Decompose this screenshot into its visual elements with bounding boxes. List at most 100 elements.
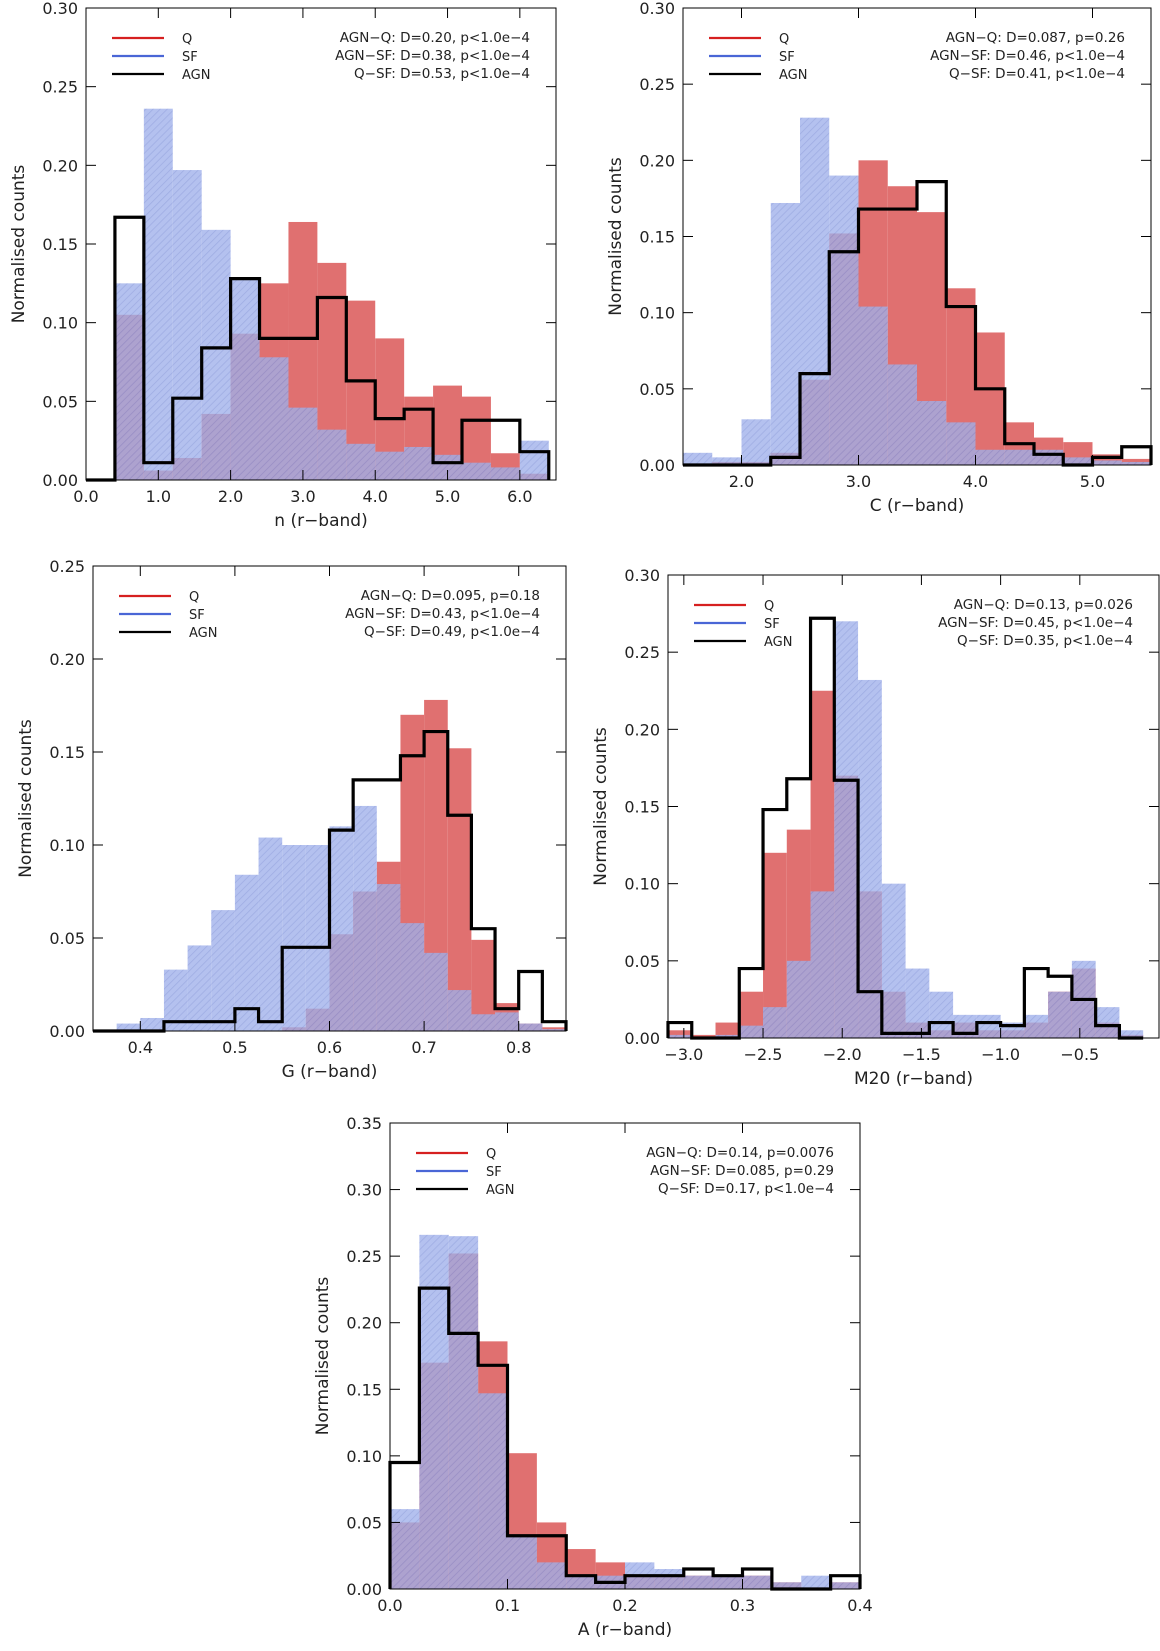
bar-sf-12 (1004, 449, 1034, 465)
bar-sf-6 (786, 960, 811, 1038)
bar-sf-10 (654, 1569, 684, 1589)
y-tick-label: 0.10 (639, 304, 675, 323)
y-tick-label: 0.30 (639, 0, 675, 18)
y-tick-label: 0.05 (49, 929, 85, 948)
bar-sf-2 (114, 283, 144, 480)
bar-sf-11 (683, 1575, 714, 1589)
y-tick-label: 0.00 (639, 456, 675, 475)
y-tick-label: 0.20 (346, 1314, 382, 1333)
x-tick-label: −1.5 (902, 1045, 941, 1064)
x-tick-label: −3.0 (664, 1045, 703, 1064)
x-tick-label: 0.8 (506, 1038, 531, 1057)
bar-sf-10 (881, 883, 906, 1038)
y-tick-label: 0.30 (42, 0, 78, 18)
y-axis-label: Normalised counts (16, 719, 36, 878)
y-tick-label: 0.00 (42, 471, 78, 490)
bar-sf-15 (801, 1575, 831, 1589)
bar-sf-3 (140, 1017, 164, 1031)
y-tick-label: 0.00 (624, 1029, 660, 1048)
x-axis-label: A (r−band) (578, 1620, 672, 1640)
bar-sf-4 (770, 202, 800, 465)
x-axis-label: n (r−band) (274, 511, 367, 531)
bar-sf-2 (116, 1023, 141, 1031)
y-axis-label: Normalised counts (9, 165, 29, 324)
bar-sf-5 (800, 117, 830, 466)
x-tick-label: 0.2 (612, 1596, 637, 1615)
x-tick-label: −2.0 (823, 1045, 862, 1064)
bar-sf-16 (447, 990, 472, 1031)
y-tick-label: 0.25 (624, 643, 660, 662)
y-tick-label: 0.10 (42, 314, 78, 333)
bar-sf-17 (471, 1014, 496, 1031)
legend-label-agn: AGN (779, 68, 807, 83)
bar-sf-7 (259, 357, 289, 480)
bar-sf-8 (258, 837, 283, 1031)
bar-sf-15 (490, 467, 520, 480)
ks-statistics: AGN−Q: D=0.095, p=0.18 AGN−SF: D=0.43, p<… (345, 588, 540, 640)
bar-sf-11 (975, 449, 1005, 465)
bar-sf-14 (400, 923, 425, 1031)
bar-sf-11 (329, 826, 354, 1031)
series-agn-outline (666, 616, 1144, 1040)
legend-label-sf: SF (189, 608, 205, 623)
chart-panel-3: 0.4 0.5 0.6 0.7 0.8 0.00 0.05 0.10 0.15 0.20 0.25 G… (16, 557, 568, 1082)
ks-stat-line: AGN−Q: D=0.20, p<1.0e−4 (340, 30, 530, 46)
x-tick-label: 0.0 (73, 487, 98, 506)
bar-q-5 (763, 852, 787, 1038)
bar-sf-5 (507, 1535, 537, 1589)
legend: Q SF AGN (112, 32, 210, 83)
ks-stat-line: AGN−Q: D=0.14, p=0.0076 (646, 1145, 834, 1161)
x-tick-label: 5.0 (435, 487, 460, 506)
y-tick-label: 0.00 (346, 1580, 382, 1599)
bar-sf-15 (1092, 460, 1122, 465)
ks-stat-line: AGN−Q: D=0.13, p=0.026 (954, 597, 1133, 613)
legend-label-agn: AGN (189, 626, 217, 641)
y-tick-label: 0.15 (49, 743, 85, 762)
x-tick-label: 4.0 (363, 487, 388, 506)
ks-stat-line: Q−SF: D=0.35, p<1.0e−4 (957, 633, 1133, 649)
legend-label-sf: SF (182, 50, 198, 65)
bar-q-11 (975, 332, 1005, 465)
x-tick-label: 3.0 (846, 472, 871, 491)
chart-panel-4: −3.0 −2.5 −2.0 −1.5 −1.0 −0.5 0.00 0.05 0.10 0.15… (591, 566, 1160, 1089)
bar-sf-16 (830, 1582, 860, 1589)
ks-statistics: AGN−Q: D=0.14, p=0.0076 AGN−SF: D=0.085, … (646, 1145, 834, 1197)
bar-sf-3 (448, 1236, 479, 1589)
bar-sf-14 (1063, 457, 1093, 465)
y-tick-label: 0.20 (42, 156, 78, 175)
bar-sf-7 (234, 874, 259, 1031)
y-tick-label: 0.05 (42, 392, 78, 411)
y-tick-label: 0.00 (49, 1022, 85, 1041)
legend: Q SF AGN (416, 1147, 514, 1198)
bar-sf-16 (1024, 1014, 1049, 1038)
ks-stat-line: Q−SF: D=0.53, p<1.0e−4 (354, 66, 530, 82)
bar-sf-8 (288, 407, 318, 480)
legend-label-sf: SF (764, 617, 780, 632)
x-tick-label: 4.0 (963, 472, 988, 491)
y-tick-label: 0.25 (639, 75, 675, 94)
x-axis-label: C (r−band) (870, 496, 965, 516)
legend-label-sf: SF (486, 1165, 502, 1180)
bar-sf-1 (668, 1034, 692, 1038)
x-tick-label: 0.5 (222, 1038, 247, 1057)
y-tick-label: 0.05 (346, 1513, 382, 1532)
x-tick-label: 0.6 (317, 1038, 342, 1057)
y-tick-label: 0.15 (346, 1380, 382, 1399)
x-tick-label: 0.1 (495, 1596, 520, 1615)
x-tick-label: 0.4 (128, 1038, 153, 1057)
series-agn-outline (93, 729, 568, 1033)
series-sf-bars (390, 1234, 860, 1589)
bar-sf-1 (390, 1509, 420, 1589)
bar-sf-2 (712, 457, 742, 465)
y-tick-label: 0.15 (42, 235, 78, 254)
bar-sf-8 (887, 364, 917, 465)
bar-sf-5 (187, 945, 212, 1031)
legend: Q SF AGN (709, 32, 807, 83)
bar-sf-12 (353, 805, 377, 1031)
bar-q-15 (1092, 454, 1122, 465)
bar-sf-12 (713, 1575, 743, 1589)
legend-label-q: Q (764, 599, 774, 614)
bar-sf-12 (929, 991, 954, 1038)
ks-stat-line: AGN−SF: D=0.45, p<1.0e−4 (938, 615, 1133, 631)
ks-stat-line: AGN−SF: D=0.38, p<1.0e−4 (335, 48, 530, 64)
